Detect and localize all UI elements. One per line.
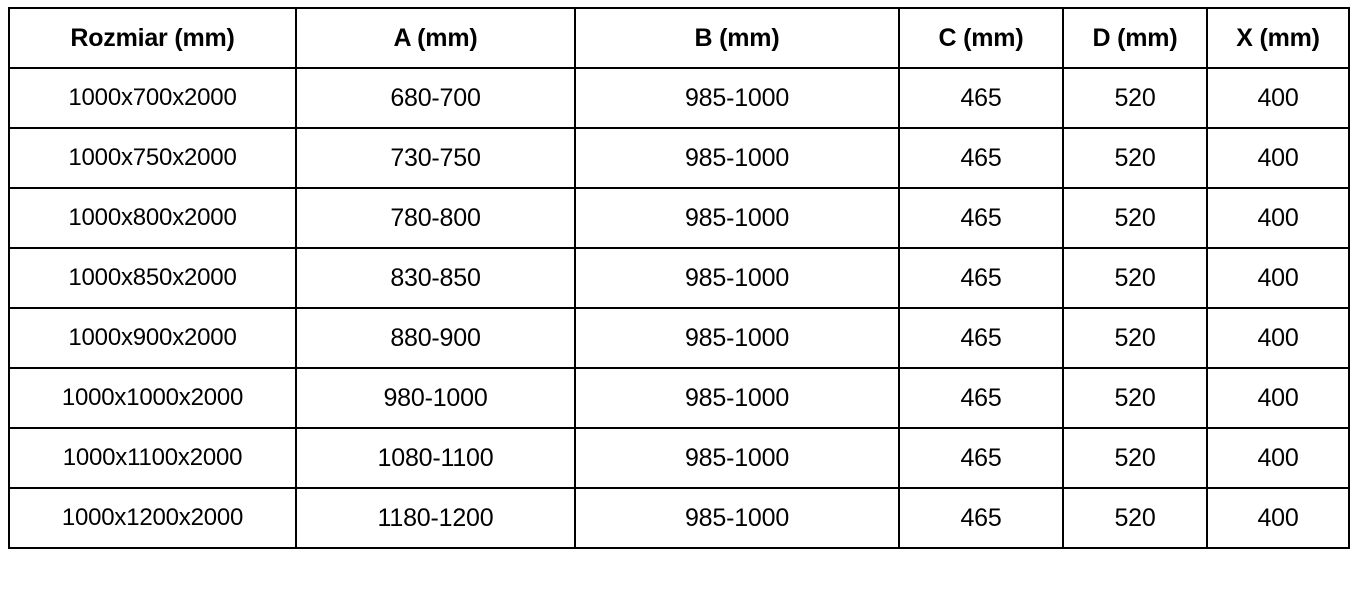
cell-b: 985-1000 <box>574 67 900 129</box>
cell-d: 520 <box>1062 127 1208 189</box>
cell-size: 1000x1000x2000 <box>8 367 297 429</box>
cell-a: 680-700 <box>295 67 576 129</box>
column-header-c: C (mm) <box>898 7 1064 69</box>
cell-size: 1000x750x2000 <box>8 127 297 189</box>
cell-b: 985-1000 <box>574 367 900 429</box>
cell-size: 1000x1100x2000 <box>8 427 297 489</box>
cell-x: 400 <box>1206 307 1350 369</box>
cell-x: 400 <box>1206 427 1350 489</box>
cell-a: 830-850 <box>295 247 576 309</box>
cell-d: 520 <box>1062 427 1208 489</box>
cell-c: 465 <box>898 307 1064 369</box>
cell-b: 985-1000 <box>574 307 900 369</box>
specification-table-container: Rozmiar (mm) A (mm) B (mm) C (mm) D (mm)… <box>8 7 1350 549</box>
column-header-x: X (mm) <box>1206 7 1350 69</box>
table-row: 1000x800x2000 780-800 985-1000 465 520 4… <box>8 187 1350 249</box>
cell-d: 520 <box>1062 307 1208 369</box>
dimensions-table: Rozmiar (mm) A (mm) B (mm) C (mm) D (mm)… <box>8 7 1350 549</box>
cell-a: 780-800 <box>295 187 576 249</box>
cell-d: 520 <box>1062 187 1208 249</box>
cell-a: 1180-1200 <box>295 487 576 549</box>
table-body: 1000x700x2000 680-700 985-1000 465 520 4… <box>8 67 1350 549</box>
cell-size: 1000x850x2000 <box>8 247 297 309</box>
cell-size: 1000x1200x2000 <box>8 487 297 549</box>
cell-a: 980-1000 <box>295 367 576 429</box>
cell-b: 985-1000 <box>574 487 900 549</box>
cell-b: 985-1000 <box>574 427 900 489</box>
cell-a: 1080-1100 <box>295 427 576 489</box>
cell-x: 400 <box>1206 487 1350 549</box>
cell-c: 465 <box>898 247 1064 309</box>
cell-d: 520 <box>1062 67 1208 129</box>
column-header-a: A (mm) <box>295 7 576 69</box>
table-row: 1000x750x2000 730-750 985-1000 465 520 4… <box>8 127 1350 189</box>
cell-c: 465 <box>898 187 1064 249</box>
column-header-d: D (mm) <box>1062 7 1208 69</box>
table-row: 1000x1200x2000 1180-1200 985-1000 465 52… <box>8 487 1350 549</box>
cell-b: 985-1000 <box>574 187 900 249</box>
cell-a: 880-900 <box>295 307 576 369</box>
column-header-b: B (mm) <box>574 7 900 69</box>
cell-x: 400 <box>1206 247 1350 309</box>
table-header: Rozmiar (mm) A (mm) B (mm) C (mm) D (mm)… <box>8 7 1350 69</box>
cell-d: 520 <box>1062 247 1208 309</box>
table-row: 1000x900x2000 880-900 985-1000 465 520 4… <box>8 307 1350 369</box>
cell-x: 400 <box>1206 127 1350 189</box>
table-row: 1000x1100x2000 1080-1100 985-1000 465 52… <box>8 427 1350 489</box>
table-row: 1000x700x2000 680-700 985-1000 465 520 4… <box>8 67 1350 129</box>
table-row: 1000x850x2000 830-850 985-1000 465 520 4… <box>8 247 1350 309</box>
cell-d: 520 <box>1062 367 1208 429</box>
cell-x: 400 <box>1206 187 1350 249</box>
cell-c: 465 <box>898 427 1064 489</box>
cell-b: 985-1000 <box>574 247 900 309</box>
cell-x: 400 <box>1206 367 1350 429</box>
cell-c: 465 <box>898 367 1064 429</box>
cell-size: 1000x800x2000 <box>8 187 297 249</box>
table-row: 1000x1000x2000 980-1000 985-1000 465 520… <box>8 367 1350 429</box>
cell-c: 465 <box>898 67 1064 129</box>
cell-c: 465 <box>898 487 1064 549</box>
cell-size: 1000x900x2000 <box>8 307 297 369</box>
cell-a: 730-750 <box>295 127 576 189</box>
cell-size: 1000x700x2000 <box>8 67 297 129</box>
cell-b: 985-1000 <box>574 127 900 189</box>
cell-x: 400 <box>1206 67 1350 129</box>
cell-d: 520 <box>1062 487 1208 549</box>
table-header-row: Rozmiar (mm) A (mm) B (mm) C (mm) D (mm)… <box>8 7 1350 69</box>
cell-c: 465 <box>898 127 1064 189</box>
column-header-rozmiar: Rozmiar (mm) <box>8 7 297 69</box>
